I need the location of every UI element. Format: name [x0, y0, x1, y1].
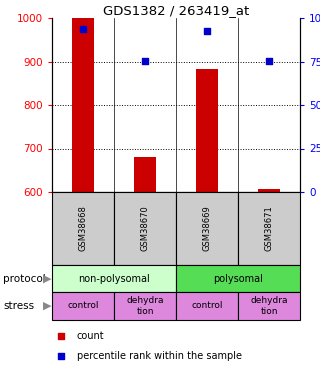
Text: GSM38671: GSM38671	[265, 206, 274, 251]
Bar	[52, 265, 176, 292]
Point	[59, 353, 64, 359]
Point	[80, 26, 85, 32]
Bar	[52, 192, 114, 265]
Text: polysomal: polysomal	[213, 273, 263, 284]
Bar	[176, 192, 238, 265]
Text: ▶: ▶	[43, 301, 52, 311]
Point	[142, 58, 148, 64]
Text: control: control	[67, 302, 99, 310]
Bar	[72, 18, 94, 192]
Bar	[176, 265, 300, 292]
Bar	[238, 292, 300, 320]
Text: GSM38670: GSM38670	[140, 206, 149, 251]
Text: control: control	[191, 302, 223, 310]
Bar	[114, 192, 176, 265]
Bar	[134, 157, 156, 192]
Bar	[176, 292, 238, 320]
Bar	[52, 292, 114, 320]
Text: dehydra
tion: dehydra tion	[250, 296, 288, 316]
Text: non-polysomal: non-polysomal	[78, 273, 150, 284]
Bar	[258, 189, 280, 192]
Text: dehydra
tion: dehydra tion	[126, 296, 164, 316]
Point	[204, 28, 210, 34]
Bar	[238, 192, 300, 265]
Text: stress: stress	[3, 301, 34, 311]
Point	[267, 58, 272, 64]
Text: percentile rank within the sample: percentile rank within the sample	[77, 351, 242, 361]
Bar	[196, 69, 218, 192]
Text: ▶: ▶	[43, 273, 52, 284]
Point	[59, 333, 64, 339]
Text: count: count	[77, 331, 104, 340]
Text: GSM38668: GSM38668	[78, 206, 87, 251]
Bar	[114, 292, 176, 320]
Text: protocol: protocol	[3, 273, 46, 284]
Title: GDS1382 / 263419_at: GDS1382 / 263419_at	[103, 4, 249, 17]
Text: GSM38669: GSM38669	[203, 206, 212, 251]
